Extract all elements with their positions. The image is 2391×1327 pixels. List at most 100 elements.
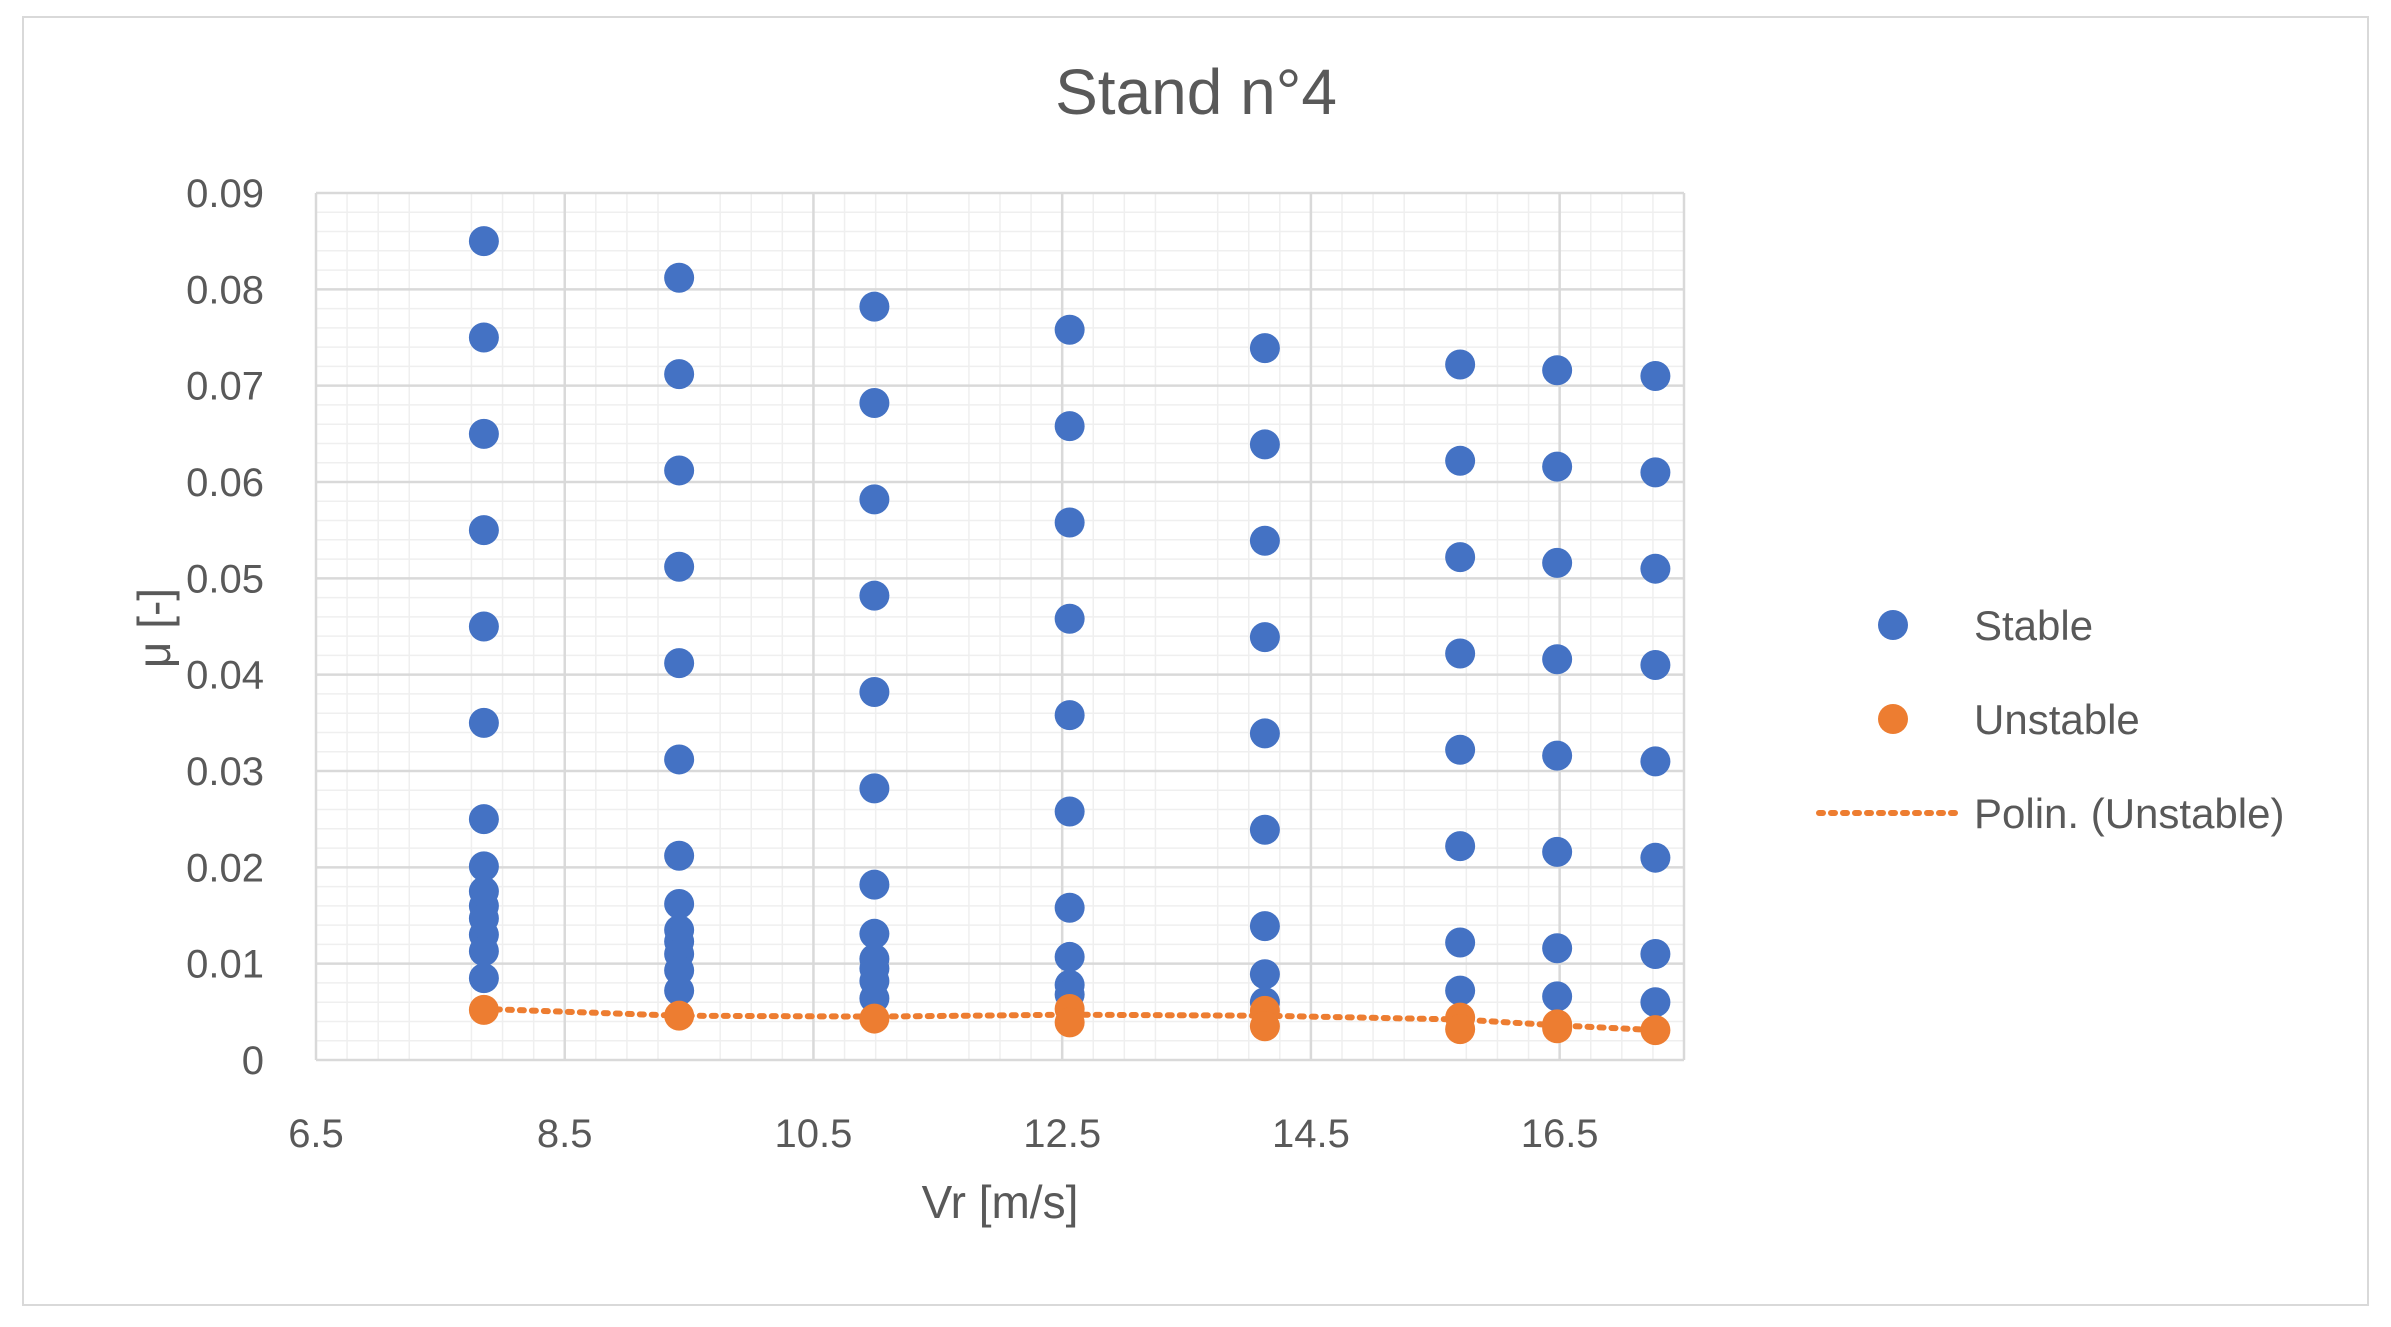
stable-point xyxy=(1640,987,1671,1018)
y-tick-label: 0.06 xyxy=(186,461,264,505)
stable-point xyxy=(1249,911,1280,942)
stable-point xyxy=(859,869,890,900)
stable-point xyxy=(1445,831,1476,862)
x-tick-label: 10.5 xyxy=(775,1112,853,1156)
unstable-point xyxy=(1249,1011,1280,1042)
legend-item-trendline: Polin. (Unstable) xyxy=(1816,790,2284,837)
y-tick-label: 0.05 xyxy=(186,557,264,601)
unstable-point xyxy=(1542,1013,1573,1044)
stable-point xyxy=(1249,718,1280,749)
stable-point xyxy=(859,677,890,708)
stable-point xyxy=(1054,700,1085,731)
stable-point xyxy=(1054,941,1085,972)
legend-unstable-marker xyxy=(1878,704,1908,734)
stable-point xyxy=(664,840,695,871)
legend-stable-label: Stable xyxy=(1974,602,2093,649)
stable-point xyxy=(859,580,890,611)
stable-point xyxy=(1640,746,1671,777)
stable-point xyxy=(1640,939,1671,970)
unstable-point xyxy=(664,1000,695,1031)
x-tick-label: 14.5 xyxy=(1272,1112,1350,1156)
stable-point xyxy=(1054,796,1085,827)
legend-stable-marker xyxy=(1878,610,1908,640)
stable-point xyxy=(1054,411,1085,442)
stable-point xyxy=(1640,553,1671,584)
stable-point xyxy=(1249,333,1280,364)
stable-point xyxy=(1249,525,1280,556)
stable-point xyxy=(859,484,890,515)
trendline-layer xyxy=(480,1005,1659,1034)
stable-point xyxy=(1445,734,1476,765)
stable-point xyxy=(1445,975,1476,1006)
y-tick-label: 0.04 xyxy=(186,654,264,698)
stable-point xyxy=(1249,959,1280,990)
chart-canvas: Stand n°4 00.010.020.030.040.050.060.070… xyxy=(128,56,2284,1228)
stable-point xyxy=(468,851,499,882)
y-axis-title: μ [-] xyxy=(128,588,180,668)
stable-point xyxy=(859,388,890,419)
y-tick-label: 0.01 xyxy=(186,943,264,987)
stable-point xyxy=(664,551,695,582)
stable-point xyxy=(468,804,499,835)
minor-gridlines xyxy=(316,193,1684,1060)
stable-point xyxy=(1445,349,1476,380)
x-tick-labels: 6.5 8.5 10.5 12.5 14.5 16.5 xyxy=(288,1112,1598,1156)
stable-point xyxy=(1542,981,1573,1012)
x-axis-title: Vr [m/s] xyxy=(922,1176,1079,1228)
unstable-point xyxy=(859,1003,890,1034)
legend-item-unstable: Unstable xyxy=(1878,696,2140,743)
stable-point xyxy=(1054,314,1085,345)
stable-point xyxy=(468,322,499,353)
stable-point xyxy=(1249,429,1280,460)
stable-point xyxy=(1249,622,1280,653)
points-layer xyxy=(468,226,1671,1046)
stable-point xyxy=(468,226,499,257)
stable-point xyxy=(859,291,890,322)
stable-point xyxy=(1542,836,1573,867)
y-tick-label: 0.07 xyxy=(186,365,264,409)
stable-point xyxy=(664,455,695,486)
stable-point xyxy=(1542,740,1573,771)
y-tick-labels: 0 0.01 0.02 0.03 0.04 0.05 0.06 0.07 0.08 0.09 xyxy=(186,172,264,1083)
stable-point xyxy=(1054,603,1085,634)
x-tick-label: 6.5 xyxy=(288,1112,344,1156)
stable-point xyxy=(468,707,499,738)
unstable-trendline xyxy=(480,1005,1659,1034)
stable-point xyxy=(468,963,499,994)
stable-point xyxy=(859,918,890,949)
stable-point xyxy=(664,262,695,293)
x-tick-label: 16.5 xyxy=(1521,1112,1599,1156)
stable-point xyxy=(1542,547,1573,578)
y-tick-label: 0.02 xyxy=(186,846,264,890)
stable-point xyxy=(1445,542,1476,573)
stable-point xyxy=(1445,927,1476,958)
stable-point xyxy=(664,648,695,679)
chart-frame: Stand n°4 0 0.01 0.02 0.03 0.04 0.05 0.06 0.07 0… xyxy=(22,16,2369,1306)
stable-point xyxy=(1640,842,1671,873)
legend-trendline-label: Polin. (Unstable) xyxy=(1974,790,2284,837)
legend-unstable-label: Unstable xyxy=(1974,696,2140,743)
stable-point xyxy=(859,773,890,804)
stable-point xyxy=(1445,445,1476,476)
chart-title: Stand n°4 xyxy=(1055,56,1337,128)
y-tick-label: 0 xyxy=(242,1039,264,1083)
legend: Stable Unstable Polin. (Unstable) xyxy=(1816,602,2284,837)
x-tick-label: 8.5 xyxy=(537,1112,593,1156)
stable-point xyxy=(664,975,695,1006)
stable-point xyxy=(1640,650,1671,681)
stable-point xyxy=(468,936,499,967)
unstable-point xyxy=(1445,1014,1476,1045)
stable-point xyxy=(1542,355,1573,386)
stable-point xyxy=(468,515,499,546)
stable-point xyxy=(1054,892,1085,923)
y-tick-label: 0.08 xyxy=(186,268,264,312)
stable-point xyxy=(468,418,499,449)
unstable-point xyxy=(1640,1015,1671,1046)
stable-point xyxy=(1054,507,1085,538)
unstable-point xyxy=(468,994,499,1025)
unstable-point xyxy=(1054,1007,1085,1038)
stable-point xyxy=(1249,814,1280,845)
stable-point xyxy=(1542,933,1573,964)
x-tick-label: 12.5 xyxy=(1023,1112,1101,1156)
stable-point xyxy=(664,888,695,919)
